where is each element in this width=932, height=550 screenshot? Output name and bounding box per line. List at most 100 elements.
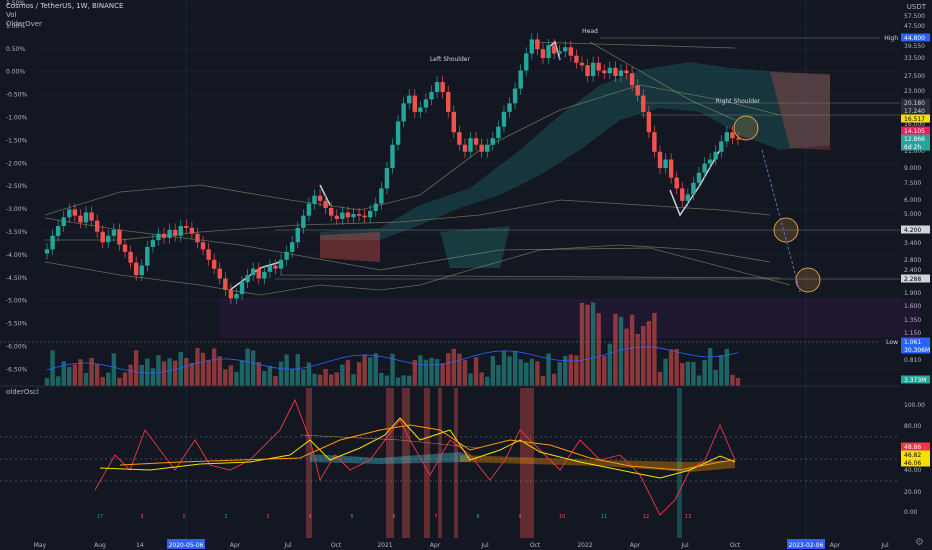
price-tag	[901, 134, 930, 143]
percent-tick: -1.50%	[6, 137, 28, 144]
volume-bar	[111, 353, 117, 386]
candle	[340, 212, 345, 219]
candle	[485, 144, 490, 152]
volume-bar	[401, 375, 406, 386]
osc-counter: 3	[140, 514, 143, 520]
volume-bar	[172, 360, 178, 386]
time-tick: Apr	[230, 542, 241, 549]
time-tick: 14	[136, 542, 144, 549]
osc-counter: 2	[224, 514, 227, 520]
price-tick: 1.600	[904, 303, 921, 310]
volume-bar	[563, 355, 568, 386]
volume-bar	[579, 302, 585, 386]
time-tick: Apr	[630, 542, 641, 549]
osc-counter: 12	[643, 514, 649, 520]
volume-bar	[368, 357, 373, 386]
candle	[607, 67, 613, 74]
candle	[145, 246, 150, 266]
volume-bar	[284, 354, 289, 386]
price-tick: 9.000	[904, 165, 921, 172]
osc-value-tag	[901, 442, 930, 451]
volume-bar	[189, 362, 195, 386]
candle	[128, 251, 133, 263]
candle	[44, 249, 50, 254]
volume-bar	[440, 363, 445, 386]
candle	[161, 233, 167, 238]
candle	[524, 53, 529, 71]
candle	[546, 45, 551, 59]
candle	[563, 47, 568, 52]
volume-bar	[117, 377, 122, 386]
percent-tick: 1.00%	[6, 23, 25, 30]
volume-bar	[250, 350, 256, 386]
price-tick: 57.500	[904, 13, 925, 20]
volume-bar	[629, 314, 635, 386]
osc-counter-row: 17 3 1 2 3 4 5 6 7 8 9 10 11 12 13	[97, 514, 691, 520]
target-circle	[733, 115, 759, 141]
candle	[106, 235, 111, 243]
volume-bar	[507, 356, 512, 386]
candle	[574, 55, 579, 63]
volume-bar	[334, 372, 339, 386]
volume-bar	[94, 364, 100, 386]
osc-band	[438, 388, 442, 538]
candle	[457, 132, 462, 145]
volume-bar	[418, 355, 423, 386]
price-tag-value: 4.200	[904, 227, 921, 234]
time-tick: Oct	[530, 542, 541, 549]
volume-bar	[691, 362, 696, 386]
pattern-label: Head	[582, 28, 598, 35]
volume-bar	[646, 320, 652, 386]
candle	[384, 168, 390, 189]
price-tick: 11.000	[904, 148, 925, 155]
percent-tick: -6.00%	[6, 344, 28, 351]
candle	[434, 82, 440, 93]
symbol-title: Cosmos / TetherUS, 1W, BINANCE	[6, 2, 124, 10]
price-tag	[901, 345, 930, 354]
volume-bar	[540, 375, 546, 386]
osc-counter: 1	[182, 514, 185, 520]
volume-bar	[239, 360, 245, 386]
volume-bar	[78, 359, 83, 386]
price-tick: 33.500	[904, 55, 925, 62]
price-tag-value: 30.306M	[904, 347, 930, 354]
volume-bar	[329, 374, 334, 386]
volume-bar	[55, 376, 61, 386]
volume-bar	[529, 358, 535, 386]
target-circle	[795, 267, 821, 293]
candle	[613, 67, 618, 77]
target-circles	[733, 115, 821, 293]
percent-tick: -4.00%	[6, 252, 28, 259]
candle	[50, 235, 55, 250]
volume-bar	[535, 361, 540, 386]
candle	[418, 107, 423, 112]
volume-bar	[574, 355, 579, 386]
volume-bar	[490, 355, 496, 386]
osc-axis: 100.0080.0060.0040.0020.000.0048.8646.82…	[901, 402, 930, 516]
volume-bar	[551, 373, 557, 386]
candle	[412, 95, 417, 112]
candle	[223, 278, 228, 290]
candle	[228, 289, 234, 299]
candle	[239, 282, 245, 295]
volume-bar	[312, 373, 317, 386]
price-tick: 1.150	[904, 330, 921, 337]
volume-bar	[150, 368, 156, 386]
volume-bar	[206, 360, 211, 386]
candle	[373, 203, 378, 211]
osc-band	[306, 388, 312, 538]
volume-bar	[674, 348, 679, 386]
time-tick: 2023-02-06	[789, 542, 824, 549]
price-tick: 6.000	[904, 197, 921, 204]
candle	[122, 244, 128, 252]
candle	[473, 138, 479, 145]
candle	[195, 233, 200, 243]
volume-legend: Vol	[6, 11, 17, 19]
price-tick: 16.000	[904, 121, 925, 128]
candle	[306, 203, 312, 216]
time-tick: Apr	[830, 542, 841, 549]
gear-icon[interactable]: ⚙	[915, 537, 924, 548]
volume-bar	[624, 328, 629, 386]
candle	[150, 240, 156, 247]
